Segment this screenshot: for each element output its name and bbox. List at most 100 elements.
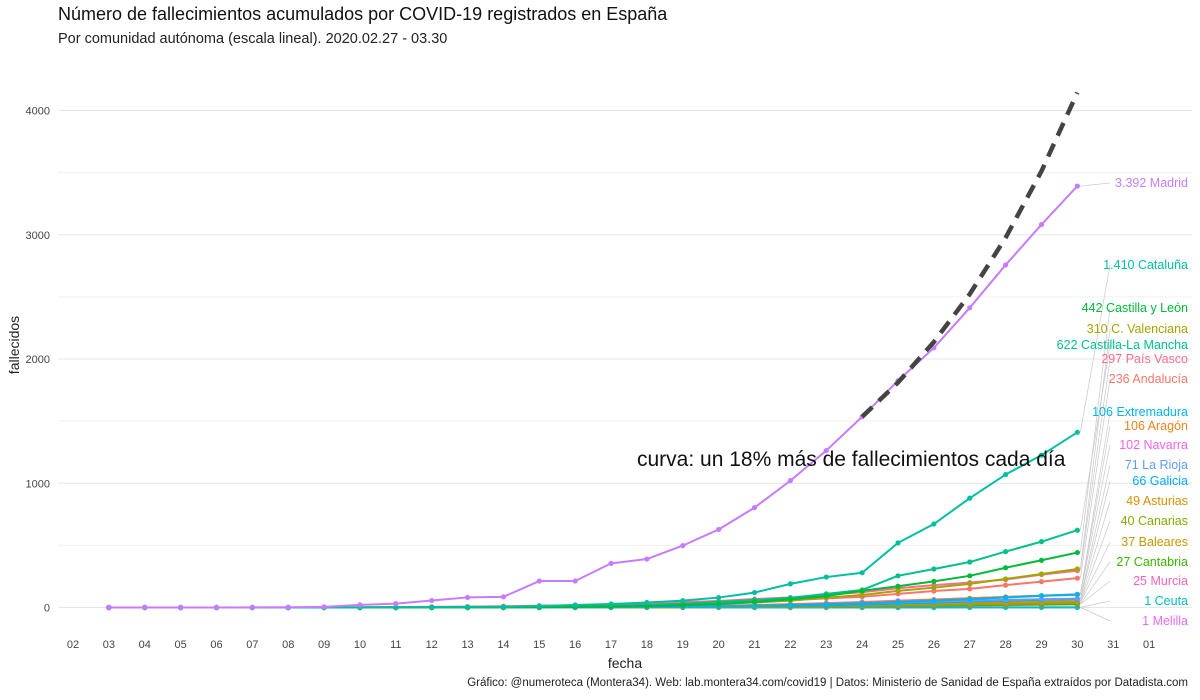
label-connector bbox=[1080, 425, 1111, 595]
data-point bbox=[823, 447, 829, 454]
data-point bbox=[967, 495, 973, 501]
end-label-asturias: 49 Asturias bbox=[1126, 494, 1188, 508]
data-point bbox=[967, 581, 973, 587]
data-point bbox=[895, 540, 901, 546]
y-tick-label: 1000 bbox=[26, 478, 50, 490]
label-connector bbox=[1080, 607, 1111, 622]
series-line-madrid bbox=[108, 185, 1079, 609]
chart-subtitle: Por comunidad autónoma (escala lineal). … bbox=[58, 31, 448, 47]
data-point bbox=[536, 603, 542, 609]
label-connectors bbox=[1080, 182, 1111, 622]
data-point bbox=[1074, 596, 1080, 602]
data-point bbox=[1003, 565, 1009, 571]
y-tick-label: 0 bbox=[44, 603, 50, 615]
data-point bbox=[1003, 576, 1009, 582]
x-tick-label: 05 bbox=[174, 639, 186, 651]
data-point bbox=[931, 521, 937, 527]
end-label-cantabria: 27 Cantabria bbox=[1116, 555, 1188, 569]
data-point bbox=[644, 556, 650, 562]
end-label-castilla-la-mancha: 622 Castilla-La Mancha bbox=[1057, 338, 1188, 352]
x-tick-label: 30 bbox=[1071, 639, 1083, 651]
data-point bbox=[967, 596, 973, 602]
x-tick-label: 24 bbox=[856, 639, 868, 651]
x-tick-label: 31 bbox=[1107, 639, 1119, 651]
reference-curve-line bbox=[860, 91, 1080, 419]
end-label-madrid: 3.392 Madrid bbox=[1115, 176, 1188, 190]
data-point bbox=[572, 602, 578, 608]
data-point bbox=[859, 588, 865, 594]
data-point bbox=[1074, 429, 1080, 435]
data-point bbox=[608, 560, 614, 566]
data-point bbox=[142, 604, 148, 611]
label-connector bbox=[1080, 561, 1111, 605]
data-point bbox=[1003, 471, 1009, 478]
y-tick-label: 2000 bbox=[26, 354, 50, 366]
data-point bbox=[895, 588, 901, 594]
label-connector bbox=[1080, 541, 1111, 604]
end-label-murcia: 25 Murcia bbox=[1133, 574, 1188, 588]
data-point bbox=[967, 586, 973, 592]
data-point bbox=[716, 526, 722, 533]
data-point bbox=[787, 581, 794, 587]
end-label-navarra: 102 Navarra bbox=[1119, 438, 1188, 452]
data-point bbox=[644, 599, 650, 606]
data-point bbox=[895, 583, 901, 589]
x-tick-label: 16 bbox=[569, 639, 581, 651]
data-point bbox=[716, 594, 722, 601]
data-point bbox=[823, 574, 829, 580]
x-tick-label: 22 bbox=[784, 639, 796, 651]
data-point bbox=[1038, 579, 1045, 585]
x-tick-label: 23 bbox=[820, 639, 832, 651]
data-point bbox=[1074, 549, 1080, 556]
end-label-canarias: 40 Canarias bbox=[1121, 514, 1188, 528]
label-connector bbox=[1080, 307, 1111, 553]
label-connector bbox=[1080, 480, 1111, 600]
data-point bbox=[680, 602, 686, 608]
x-tick-label: 26 bbox=[928, 639, 940, 651]
end-label-galicia: 66 Galicia bbox=[1132, 474, 1188, 488]
x-tick-label: 12 bbox=[426, 639, 438, 651]
data-point bbox=[751, 599, 758, 605]
y-axis-ticks: 0 1000 2000 3000 4000 bbox=[26, 106, 50, 615]
x-tick-label: 18 bbox=[641, 639, 653, 651]
end-label-baleares: 37 Baleares bbox=[1121, 535, 1188, 549]
data-point bbox=[931, 598, 937, 604]
data-point bbox=[931, 578, 937, 585]
data-point bbox=[1074, 527, 1080, 533]
data-point bbox=[1038, 593, 1045, 599]
data-point bbox=[249, 604, 255, 610]
data-point bbox=[787, 478, 794, 484]
data-point bbox=[321, 604, 327, 610]
x-axis-ticks: 02 03 04 05 06 07 08 09 10 11 12 13 14 15 16 17 18 19 20 21… bbox=[67, 639, 1155, 651]
label-connector bbox=[1080, 444, 1111, 595]
series-end-labels: 3.392 Madrid 1.410 Cataluña 442 Castilla y… bbox=[1057, 176, 1188, 628]
data-point bbox=[572, 578, 578, 584]
x-tick-label: 14 bbox=[497, 639, 509, 651]
reference-curve bbox=[860, 91, 1080, 419]
end-label-castilla-y-le-n: 442 Castilla y León bbox=[1082, 301, 1188, 315]
data-point bbox=[1003, 548, 1009, 555]
data-point bbox=[967, 305, 973, 311]
data-point bbox=[895, 573, 901, 579]
end-label-ceuta: 1 Ceuta bbox=[1144, 594, 1188, 608]
data-point bbox=[823, 593, 829, 599]
label-connector bbox=[1080, 464, 1111, 599]
grid-lines bbox=[58, 110, 1192, 608]
data-point bbox=[1003, 594, 1009, 601]
data-point bbox=[393, 604, 399, 610]
x-tick-label: 09 bbox=[318, 639, 330, 651]
x-tick-label: 17 bbox=[605, 639, 617, 651]
y-tick-label: 3000 bbox=[26, 230, 50, 242]
x-axis-title: fecha bbox=[608, 655, 642, 671]
x-tick-label: 20 bbox=[713, 639, 725, 651]
x-tick-label: 07 bbox=[246, 639, 258, 651]
data-point bbox=[859, 592, 865, 598]
x-tick-label: 06 bbox=[210, 639, 222, 651]
x-tick-label: 03 bbox=[103, 639, 115, 651]
data-point bbox=[1074, 575, 1080, 581]
x-tick-label: 21 bbox=[748, 639, 760, 651]
data-point bbox=[1038, 221, 1045, 228]
x-tick-label: 15 bbox=[533, 639, 545, 651]
data-point bbox=[859, 570, 865, 576]
data-point bbox=[1003, 582, 1009, 588]
